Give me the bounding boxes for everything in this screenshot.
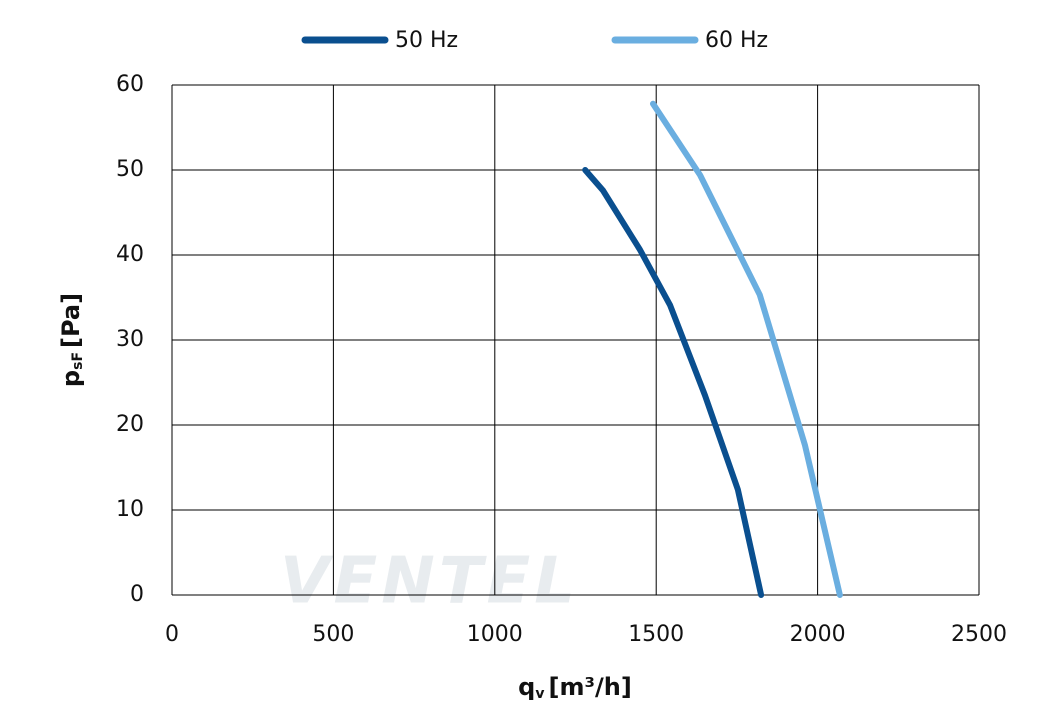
legend-label: 50 Hz: [395, 28, 458, 53]
x-label-main: q: [518, 673, 535, 701]
x-tick-label: 1000: [467, 622, 523, 647]
y-axis-label: psF [Pa]: [57, 293, 86, 387]
y-tick-label: 10: [116, 497, 144, 522]
x-tick-label: 0: [165, 622, 179, 647]
y-tick-label: 50: [116, 157, 144, 182]
y-tick-label: 60: [116, 72, 144, 97]
x-tick-label: 2500: [951, 622, 1007, 647]
legend-label: 60 Hz: [705, 28, 768, 53]
series-line: [582, 167, 765, 598]
series-line: [649, 100, 843, 598]
watermark: VENTEL: [280, 545, 579, 619]
x-axis-label: qv [m³/h]: [518, 673, 632, 702]
y-tick-label: 30: [116, 327, 144, 352]
y-tick-label: 20: [116, 412, 144, 437]
y-tick-label: 40: [116, 242, 144, 267]
x-tick-label: 1500: [628, 622, 684, 647]
x-tick-label: 500: [312, 622, 354, 647]
y-label-main: p: [57, 370, 85, 387]
x-tick-label: 2000: [790, 622, 846, 647]
x-label-sub: v: [535, 686, 544, 702]
y-tick-label: 0: [130, 582, 144, 607]
y-label-unit: [Pa]: [57, 293, 85, 348]
y-label-sub: sF: [70, 352, 86, 370]
x-label-unit: [m³/h]: [549, 673, 632, 701]
